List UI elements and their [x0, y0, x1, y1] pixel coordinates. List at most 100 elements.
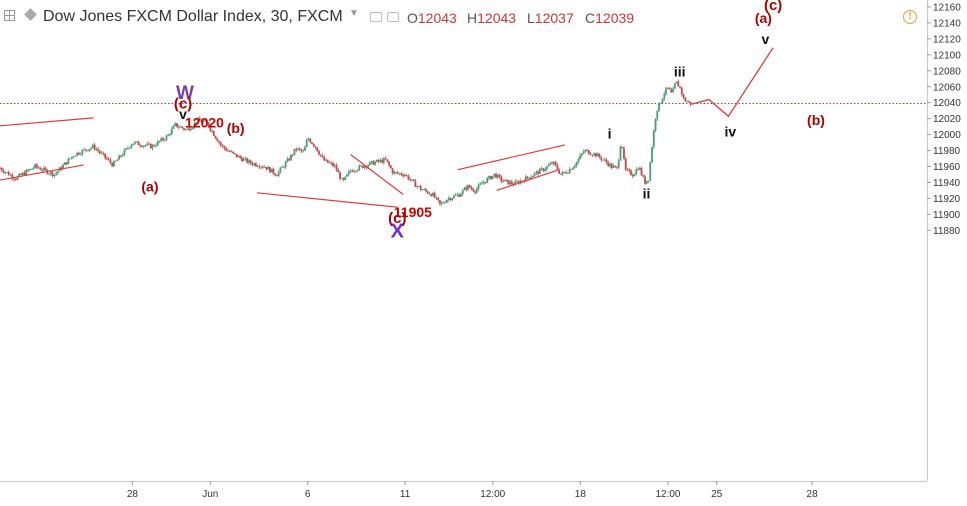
candle-body [493, 173, 496, 176]
candle-body [335, 165, 338, 171]
candle-body [183, 128, 185, 130]
candle-body [170, 128, 173, 135]
candle-body [386, 159, 389, 162]
candle-body [321, 155, 324, 158]
candle-body [221, 144, 224, 147]
candle-body [218, 141, 220, 143]
candle-body [361, 165, 364, 169]
candle-body [389, 165, 392, 169]
candle-body [174, 123, 177, 126]
candle-body [656, 110, 659, 119]
candle-body [619, 146, 622, 161]
candle-body [7, 172, 10, 176]
candle-body [333, 165, 336, 167]
candle-body [591, 154, 594, 156]
candle-body [566, 173, 569, 174]
wave-label: iii [674, 63, 686, 79]
candle-body [568, 169, 571, 174]
candle-body [35, 164, 38, 168]
candle-body [514, 181, 517, 186]
candle-body [542, 168, 545, 171]
candle-body [403, 174, 406, 177]
candle-body [162, 138, 164, 140]
candle-body [56, 171, 59, 174]
candle-body [169, 134, 171, 136]
time-tick-label: 6 [305, 489, 311, 500]
candle-body [437, 197, 440, 201]
candle-body [326, 159, 329, 163]
candle-body [491, 175, 494, 180]
candle-body [6, 172, 8, 173]
gear-icon[interactable] [387, 12, 399, 22]
candle-body [204, 120, 206, 122]
candle-body [62, 164, 64, 170]
alert-icon[interactable]: ! [903, 10, 917, 24]
candle-body [197, 118, 199, 124]
candle-body [663, 93, 666, 99]
candle-body [530, 176, 532, 179]
time-axis[interactable]: 28 Jun 6 11 12:00 18 12:00 25 28 [0, 481, 927, 500]
candle-body [439, 200, 441, 204]
candle-body [141, 145, 143, 147]
candle-body [533, 173, 536, 176]
candle-body [247, 160, 250, 163]
eye-icon[interactable] [370, 12, 382, 22]
ohlc-low: L12037 [527, 10, 574, 26]
expand-icon[interactable] [4, 10, 15, 21]
candle-body [207, 122, 210, 128]
candle-body [575, 162, 578, 166]
candle-body [267, 166, 270, 170]
candle-body [212, 131, 215, 136]
candle-body [631, 174, 634, 177]
candle-body [167, 134, 170, 136]
price-axis[interactable]: 12160 12140 12120 12100 12080 12060 12040 12020… [927, 0, 961, 481]
candle-body [77, 152, 80, 155]
candle-body [589, 154, 592, 155]
candle-body [354, 171, 357, 172]
candle-body [242, 158, 245, 162]
candle-body [649, 162, 652, 181]
candle-body [484, 182, 487, 183]
candle-body [155, 145, 157, 147]
candle-body [680, 87, 683, 95]
candle-body [200, 120, 203, 123]
chevron-down-icon[interactable]: ▼ [349, 8, 359, 19]
wave-label: X [391, 220, 405, 242]
symbol-title[interactable]: Dow Jones FXCM Dollar Index, 30, FXCM [43, 8, 343, 25]
candle-body [684, 97, 687, 102]
candle-body [258, 166, 261, 168]
candle-body [160, 138, 163, 142]
price-tick-label: 12000 [933, 130, 961, 141]
candle-body [88, 149, 91, 151]
candle-body [470, 187, 473, 189]
candle-body [454, 195, 457, 196]
candle-body [379, 159, 382, 162]
candle-body [686, 101, 688, 102]
wave-label: iv [724, 123, 736, 139]
ohlc-high: H12043 [467, 10, 517, 26]
wave-label: W [176, 83, 194, 104]
candle-body [531, 175, 534, 177]
candle-body [0, 168, 3, 171]
candle-body [547, 164, 550, 167]
candle-body [381, 159, 383, 163]
candle-body [298, 148, 301, 150]
candle-body [610, 163, 613, 168]
candle-body [549, 163, 552, 165]
trend-line [0, 164, 84, 181]
candle-body [554, 161, 557, 166]
candle-body [232, 151, 235, 154]
candle-body [76, 152, 79, 156]
candle-body [572, 167, 575, 170]
candle-body [651, 147, 653, 163]
candle-body [468, 185, 471, 188]
candle-body [461, 190, 464, 195]
candle-body [407, 175, 410, 180]
candle-body [132, 143, 135, 145]
candle-body [405, 174, 408, 176]
candle-body [144, 145, 147, 147]
candle-body [614, 165, 617, 167]
candle-body [367, 165, 369, 168]
candle-body [626, 169, 629, 171]
